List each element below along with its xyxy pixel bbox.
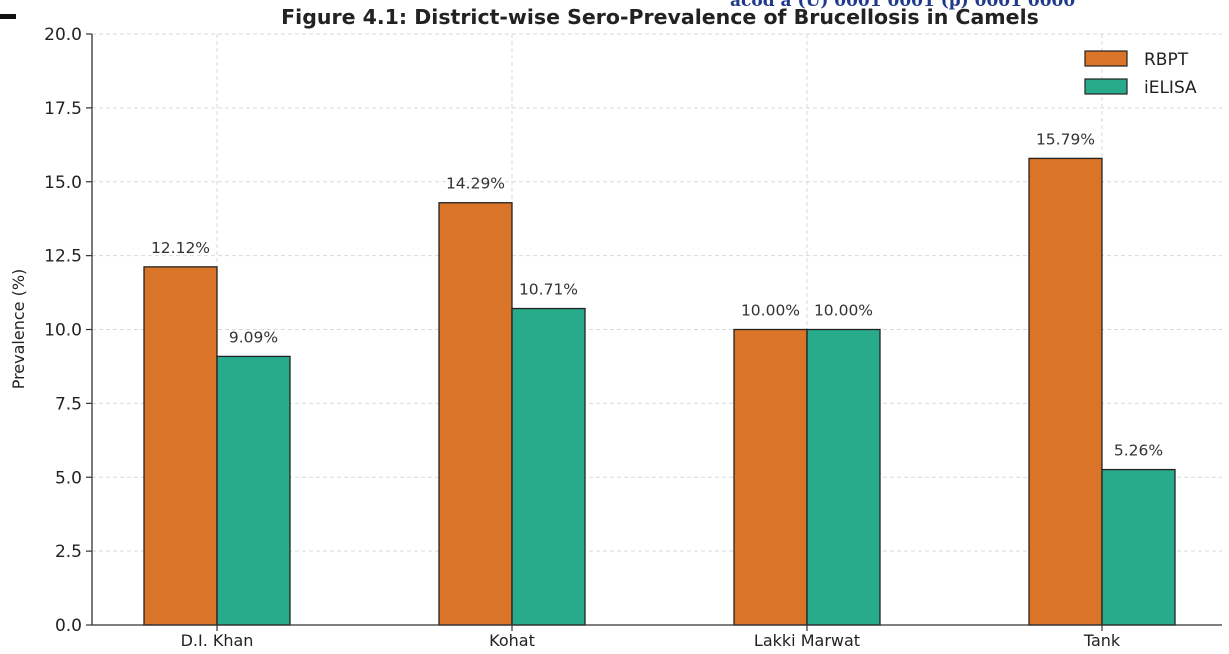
data-label: 12.12% xyxy=(151,239,210,257)
y-tick-label: 10.0 xyxy=(44,321,82,341)
legend-label-ielisa: iELISA xyxy=(1144,78,1197,98)
legend-swatch-ielisa xyxy=(1084,78,1128,95)
bar-ielisa xyxy=(806,328,881,626)
bar-ielisa xyxy=(1101,468,1176,626)
x-tick-label: D.I. Khan xyxy=(181,631,254,650)
x-tick-label: Tank xyxy=(1083,631,1121,650)
axes-layer: 0.0 2.5 5.0 7.5 10.0 12.5 15.0 17.5 20.0 D.I. Kha… xyxy=(44,25,1222,650)
bars-layer xyxy=(143,157,1176,626)
y-tick-label: 15.0 xyxy=(44,173,82,193)
data-label: 5.26% xyxy=(1114,442,1163,460)
bar-ielisa xyxy=(216,355,291,626)
y-tick-label: 5.0 xyxy=(55,468,82,488)
y-axis-label: Prevalence (%) xyxy=(9,269,28,390)
bar-rbpt xyxy=(438,202,513,626)
labels-layer: 12.12% 14.29% 10.00% 15.79% 9.09% 10.71% 10.00… xyxy=(151,130,1163,459)
legend: RBPT iELISA xyxy=(1084,50,1197,98)
bar-rbpt xyxy=(733,328,808,626)
data-label: 10.71% xyxy=(519,281,578,299)
x-tick-label: Kohat xyxy=(489,631,535,650)
y-tick-label: 0.0 xyxy=(55,616,82,636)
chart-title: Figure 4.1: District-wise Sero-Prevalenc… xyxy=(281,5,1039,29)
bar-rbpt xyxy=(1028,157,1103,626)
y-tick-label: 12.5 xyxy=(44,247,82,267)
bar-ielisa xyxy=(511,307,586,626)
data-label: 9.09% xyxy=(229,328,278,346)
bar-rbpt xyxy=(143,266,218,626)
page-edge-mark xyxy=(0,14,16,19)
y-tick-label: 7.5 xyxy=(55,394,82,414)
y-tick-label: 20.0 xyxy=(44,25,82,45)
data-label: 14.29% xyxy=(446,175,505,193)
data-label: 10.00% xyxy=(814,302,873,320)
legend-label-rbpt: RBPT xyxy=(1144,50,1189,70)
legend-swatch-rbpt xyxy=(1084,50,1128,67)
clipped-page-header: acod a (U) 0001 0001 (p) 0001 0000 xyxy=(730,0,1076,11)
x-tick-label: Lakki Marwat xyxy=(754,631,860,650)
y-tick-label: 17.5 xyxy=(44,99,82,119)
data-label: 15.79% xyxy=(1036,130,1095,148)
data-label: 10.00% xyxy=(741,302,800,320)
y-tick-label: 2.5 xyxy=(55,542,82,562)
